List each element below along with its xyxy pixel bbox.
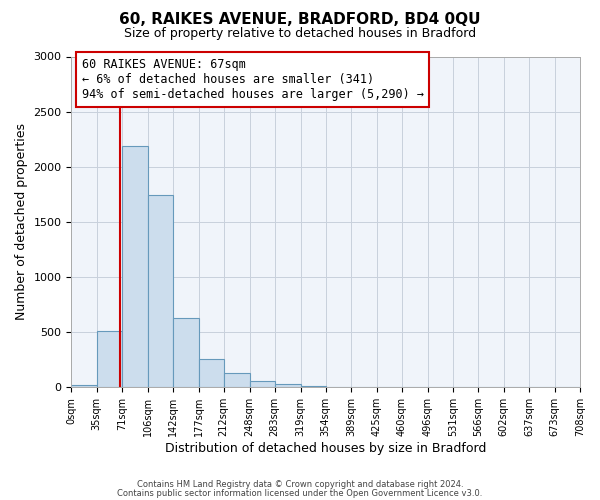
Bar <box>122 146 148 388</box>
Bar <box>224 373 250 388</box>
Bar <box>71 385 97 388</box>
Bar <box>148 196 173 388</box>
Text: Size of property relative to detached houses in Bradford: Size of property relative to detached ho… <box>124 28 476 40</box>
Text: Contains public sector information licensed under the Open Government Licence v3: Contains public sector information licen… <box>118 489 482 498</box>
Bar <box>326 387 351 388</box>
Text: 60 RAIKES AVENUE: 67sqm
← 6% of detached houses are smaller (341)
94% of semi-de: 60 RAIKES AVENUE: 67sqm ← 6% of detached… <box>82 58 424 101</box>
Bar <box>97 331 122 388</box>
Text: Contains HM Land Registry data © Crown copyright and database right 2024.: Contains HM Land Registry data © Crown c… <box>137 480 463 489</box>
Bar <box>199 359 224 388</box>
Bar <box>250 380 275 388</box>
Bar <box>173 318 199 388</box>
Text: 60, RAIKES AVENUE, BRADFORD, BD4 0QU: 60, RAIKES AVENUE, BRADFORD, BD4 0QU <box>119 12 481 28</box>
Y-axis label: Number of detached properties: Number of detached properties <box>15 124 28 320</box>
Bar <box>301 386 326 388</box>
X-axis label: Distribution of detached houses by size in Bradford: Distribution of detached houses by size … <box>165 442 487 455</box>
Bar <box>275 384 301 388</box>
